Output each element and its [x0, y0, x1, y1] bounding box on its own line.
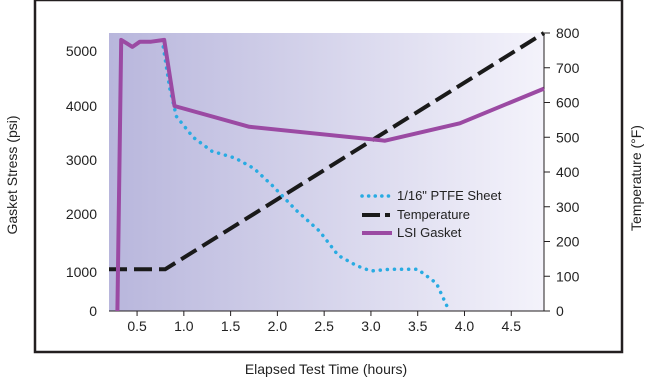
x-tick-label: 3.5: [408, 318, 428, 334]
y-left-ticks: 0 1000 2000 3000 4000 5000: [66, 43, 97, 319]
x-ticks: 0.5 1.0 1.5 2.0 2.5 3.0 3.5 4.0 4.5: [127, 311, 521, 334]
legend-label-ptfe: 1/16" PTFE Sheet: [397, 188, 502, 203]
legend-label-temperature: Temperature: [397, 207, 470, 222]
x-tick-label: 4.0: [455, 318, 475, 334]
y-left-tick-label: 1000: [66, 264, 97, 280]
y-left-tick-label: 2000: [66, 206, 97, 222]
series-lsi-gasket-line: [115, 37, 545, 312]
y-right-tick-label: 800: [556, 25, 580, 41]
legend: 1/16" PTFE Sheet Temperature LSI Gasket: [360, 188, 502, 240]
x-axis-label: Elapsed Test Time (hours): [245, 361, 407, 377]
x-tick-label: 1.0: [174, 318, 194, 334]
x-tick-label: 0.5: [127, 318, 147, 334]
x-tick-label: 3.0: [361, 318, 381, 334]
series-ptfe-line: [161, 45, 450, 310]
y-right-tick-label: 200: [556, 234, 580, 250]
y-right-tick-label: 700: [556, 60, 580, 76]
y-right-tick-label: 600: [556, 95, 580, 111]
y-right-tick-label: 300: [556, 199, 580, 215]
y-left-tick-label: 4000: [66, 98, 97, 114]
y-right-axis-label: Temperature (°F): [628, 125, 644, 231]
y-left-tick-label: 3000: [66, 152, 97, 168]
y-left-tick-label: 0: [89, 303, 97, 319]
x-tick-label: 4.5: [502, 318, 522, 334]
series-layer: [109, 31, 546, 312]
y-right-tick-label: 0: [556, 303, 564, 319]
y-left-axis-label: Gasket Stress (psi): [4, 115, 20, 234]
y-right-tick-label: 400: [556, 164, 580, 180]
x-tick-label: 2.0: [268, 318, 288, 334]
x-tick-label: 1.5: [221, 318, 241, 334]
legend-label-lsi: LSI Gasket: [397, 225, 462, 240]
y-right-tick-label: 500: [556, 129, 580, 145]
y-right-tick-label: 100: [556, 268, 580, 284]
x-tick-label: 2.5: [314, 318, 334, 334]
y-left-tick-label: 5000: [66, 43, 97, 59]
series-temperature-line: [109, 31, 546, 272]
y-right-ticks: 0 100 200 300 400 500 600 700 800: [544, 25, 580, 319]
